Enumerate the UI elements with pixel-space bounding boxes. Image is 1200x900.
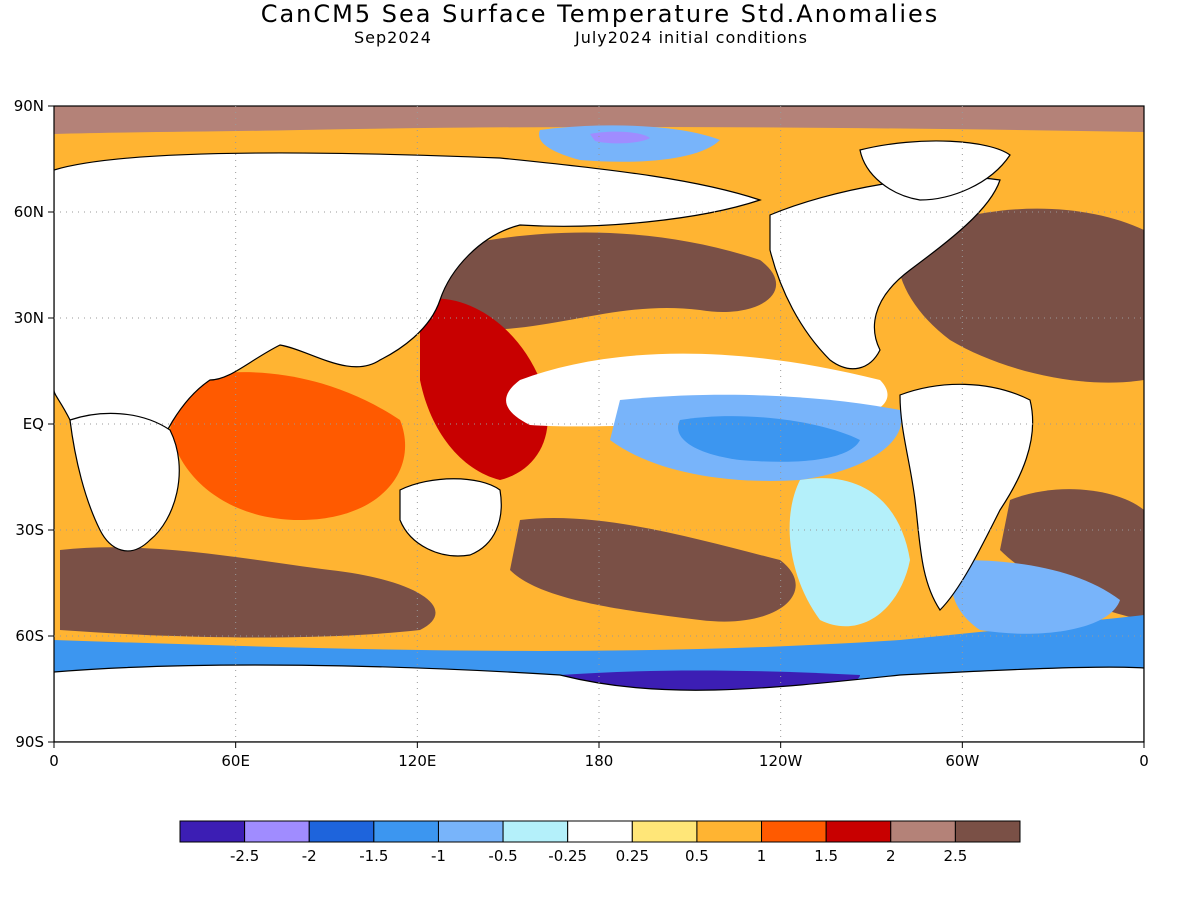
- initial-conditions: July2024 initial conditions: [575, 28, 808, 47]
- colorbar-swatch: [696, 820, 763, 843]
- africa-south: [69, 412, 180, 552]
- south-indian-warm-region: [60, 547, 436, 638]
- lat-tick-label: 60N: [14, 203, 44, 221]
- western-pacific-warm-pool: [420, 298, 548, 480]
- lon-tick-label: 60E: [221, 752, 250, 770]
- lon-tick-label: 60W: [945, 752, 979, 770]
- colorbar-label: 0.5: [685, 847, 709, 865]
- colorbar-labels: -2.5 -2 -1.5 -1 -0.5 -0.25 0.25 0.5 1 1.5 2 2.5: [230, 847, 967, 865]
- south-atlantic-warm-region: [1000, 489, 1144, 620]
- australia: [399, 478, 502, 557]
- colorbar-swatch: [502, 820, 569, 843]
- eastern-pacific-cool-core: [678, 416, 860, 462]
- forecast-month: Sep2024: [354, 28, 432, 47]
- lat-tick-label: 90S: [15, 733, 44, 751]
- graticule: [54, 106, 1144, 742]
- colorbar-label: 1: [757, 847, 767, 865]
- lon-tick-label: 0: [49, 752, 59, 770]
- colorbar-swatch: [631, 820, 698, 843]
- north-pacific-warm-region: [432, 232, 777, 330]
- colorbar-label: -2.5: [230, 847, 259, 865]
- colorbar-swatch: [825, 820, 892, 843]
- colorbar-swatch: [308, 820, 375, 843]
- south-atlantic-cool-region: [951, 560, 1120, 634]
- colorbar-swatch: [179, 820, 246, 843]
- colorbar-label: -0.5: [488, 847, 517, 865]
- indian-ocean-warm-region: [170, 372, 406, 520]
- north-atlantic-warm-region: [897, 208, 1144, 383]
- lon-tick-label: 0: [1139, 752, 1149, 770]
- map-title: CanCM5 Sea Surface Temperature Std.Anoma…: [260, 0, 940, 28]
- antarctica: [54, 664, 1144, 742]
- colorbar: [179, 820, 1021, 843]
- arctic-cool-patch: [539, 125, 720, 162]
- colorbar-swatch: [373, 820, 439, 843]
- colorbar-label: -2: [302, 847, 317, 865]
- colorbar-swatch: [437, 820, 504, 843]
- arctic-warm-band: [54, 106, 1144, 134]
- colorbar-label: 1.5: [814, 847, 838, 865]
- colorbar-label: -1.5: [359, 847, 388, 865]
- colorbar-label: -1: [431, 847, 446, 865]
- lat-tick-label: EQ: [23, 415, 44, 433]
- colorbar-swatch: [954, 820, 1021, 843]
- lat-tick-label: 30S: [15, 521, 44, 539]
- axis-labels: 90N 60N 30N EQ 30S 60S 90S 0 60E 120E 180 120W 60W 0: [14, 97, 1149, 770]
- axis-ticks: [48, 105, 1145, 748]
- colorbar-swatch: [761, 820, 827, 843]
- colorbar-swatch: [567, 820, 633, 843]
- lat-tick-label: 90N: [14, 97, 44, 115]
- colorbar-label: 2: [886, 847, 896, 865]
- lat-tick-label: 30N: [14, 309, 44, 327]
- colorbar-label: -0.25: [548, 847, 587, 865]
- colorbar-swatch: [244, 820, 310, 843]
- greenland: [859, 140, 1011, 201]
- south-pacific-warm-region: [510, 518, 796, 622]
- lon-tick-label: 180: [585, 752, 614, 770]
- lon-tick-label: 120E: [398, 752, 436, 770]
- south-america: [899, 383, 1034, 611]
- colorbar-label: 0.25: [616, 847, 649, 865]
- lat-tick-label: 60S: [15, 627, 44, 645]
- colorbar-swatch: [890, 820, 956, 843]
- southeast-pacific-cool-region: [789, 478, 910, 627]
- lon-tick-label: 120W: [759, 752, 803, 770]
- arctic-strong-cool-patch: [590, 131, 650, 144]
- land-masses: [54, 140, 1144, 742]
- anomaly-field: [54, 106, 1144, 742]
- colorbar-label: 2.5: [943, 847, 967, 865]
